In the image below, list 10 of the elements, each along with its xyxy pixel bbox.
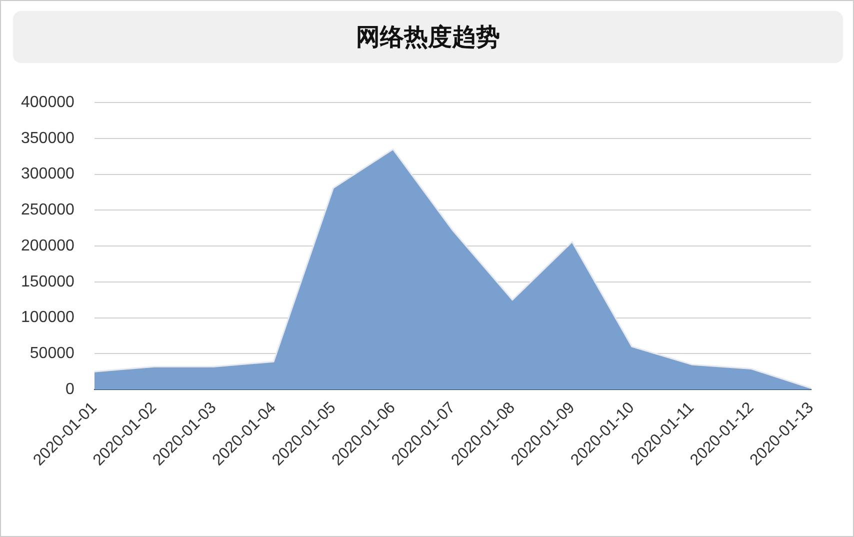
y-tick-label: 350000 [21, 130, 74, 147]
y-tick-label: 100000 [21, 309, 74, 326]
chart-title: 网络热度趋势 [13, 11, 843, 63]
y-tick-label: 300000 [21, 166, 74, 183]
y-tick-label: 200000 [21, 237, 74, 254]
y-tick-label: 50000 [30, 345, 74, 362]
y-tick-label: 250000 [21, 202, 74, 219]
y-tick-label: 400000 [21, 94, 74, 112]
y-tick-label: 0 [65, 380, 74, 398]
y-tick-label: 150000 [21, 273, 74, 290]
